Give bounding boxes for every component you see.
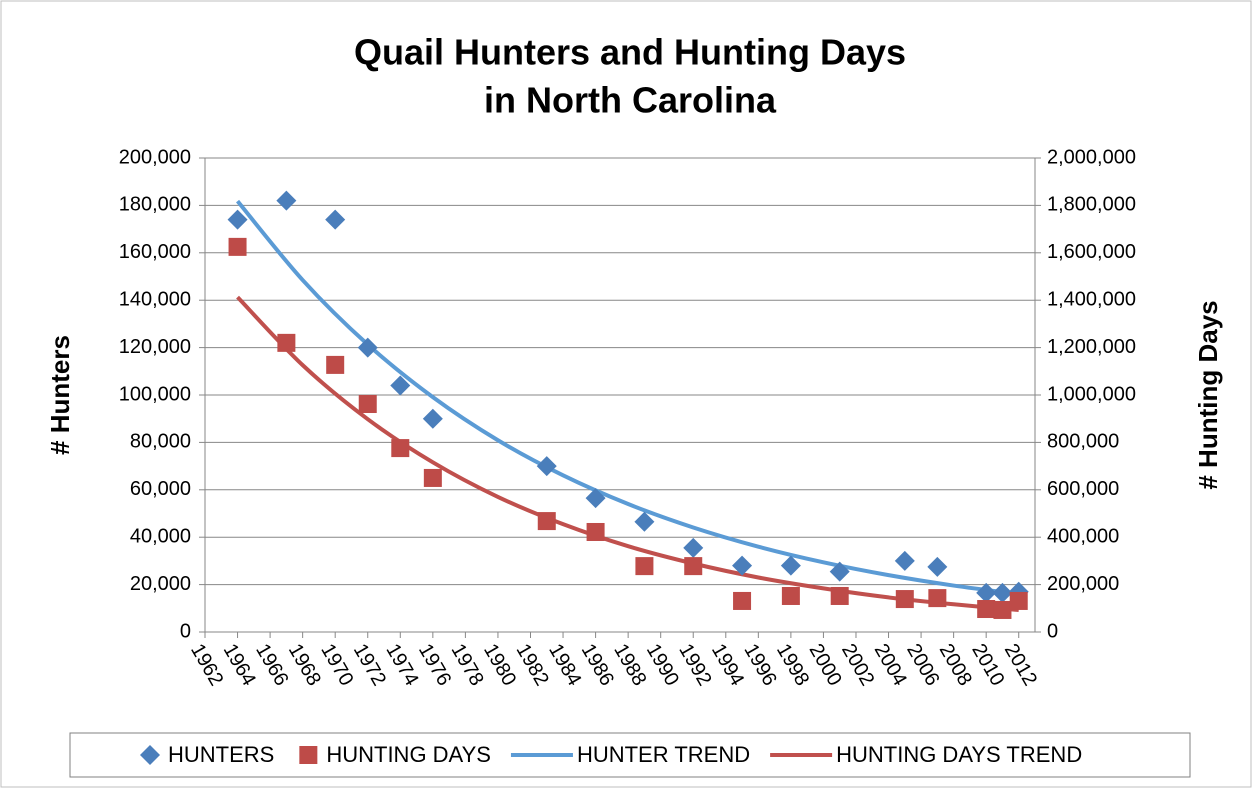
y-tick-label: 180,000: [119, 194, 191, 216]
y-tick-label: 160,000: [119, 241, 191, 263]
diamond-marker: [894, 550, 915, 571]
square-marker: [423, 468, 442, 487]
square-marker: [1009, 591, 1028, 610]
chart-title: Quail Hunters and Hunting Days: [354, 32, 906, 73]
legend-label: HUNTING DAYS: [326, 742, 491, 767]
y-tick-label: 200,000: [119, 146, 191, 168]
diamond-marker: [585, 488, 606, 509]
y2-tick-label: 800,000: [1047, 431, 1119, 453]
legend-label: HUNTERS: [168, 742, 274, 767]
y-axis-title: # Hunters: [45, 335, 75, 455]
legend-label: HUNTING DAYS TREND: [836, 742, 1082, 767]
square-marker: [299, 746, 318, 764]
square-marker: [993, 600, 1012, 619]
square-marker: [781, 586, 800, 605]
y2-axis-title: # Hunting Days: [1193, 300, 1223, 489]
trend-line: [236, 295, 1019, 612]
square-marker: [830, 586, 849, 605]
diamond-marker: [634, 511, 655, 532]
y-tick-label: 40,000: [130, 525, 191, 547]
y2-tick-label: 200,000: [1047, 573, 1119, 595]
y-tick-label: 140,000: [119, 288, 191, 310]
square-marker: [326, 355, 345, 374]
diamond-marker: [780, 555, 801, 576]
diamond-marker: [227, 209, 248, 230]
square-marker: [928, 589, 947, 608]
legend-label: HUNTER TREND: [577, 742, 750, 767]
diamond-marker: [140, 745, 160, 765]
square-marker: [228, 237, 247, 256]
y2-tick-label: 1,600,000: [1047, 241, 1136, 263]
y2-tick-label: 1,800,000: [1047, 194, 1136, 216]
diamond-marker: [683, 537, 704, 558]
diamond-marker: [732, 555, 753, 576]
diamond-marker: [422, 408, 443, 429]
square-marker: [391, 439, 410, 458]
y-tick-label: 100,000: [119, 383, 191, 405]
diamond-marker: [390, 375, 411, 396]
square-marker: [586, 522, 605, 541]
y2-tick-label: 2,000,000: [1047, 146, 1136, 168]
diamond-marker: [829, 561, 850, 582]
square-marker: [684, 557, 703, 576]
diamond-marker: [536, 456, 557, 477]
y2-tick-label: 1,400,000: [1047, 288, 1136, 310]
square-marker: [277, 333, 296, 352]
diamond-marker: [357, 337, 378, 358]
square-marker: [358, 395, 377, 414]
y-tick-label: 120,000: [119, 336, 191, 358]
y2-tick-label: 600,000: [1047, 478, 1119, 500]
y2-tick-label: 400,000: [1047, 525, 1119, 547]
diamond-marker: [927, 556, 948, 577]
diamond-marker: [325, 209, 346, 230]
trend-line: [236, 199, 1019, 597]
diamond-marker: [992, 582, 1013, 603]
legend-box: [69, 732, 1191, 778]
square-marker: [635, 557, 654, 576]
y-tick-label: 20,000: [130, 573, 191, 595]
y-tick-label: 0: [180, 620, 191, 642]
chart-title: in North Carolina: [484, 80, 777, 121]
y-tick-label: 60,000: [130, 478, 191, 500]
diamond-marker: [976, 582, 997, 603]
y2-tick-label: 1,200,000: [1047, 336, 1136, 358]
square-marker: [537, 512, 556, 531]
diamond-marker: [276, 190, 297, 211]
square-marker: [895, 590, 914, 609]
y-tick-label: 80,000: [130, 431, 191, 453]
square-marker: [733, 591, 752, 610]
y2-tick-label: 1,000,000: [1047, 383, 1136, 405]
y2-tick-label: 0: [1047, 620, 1058, 642]
square-marker: [977, 600, 996, 619]
